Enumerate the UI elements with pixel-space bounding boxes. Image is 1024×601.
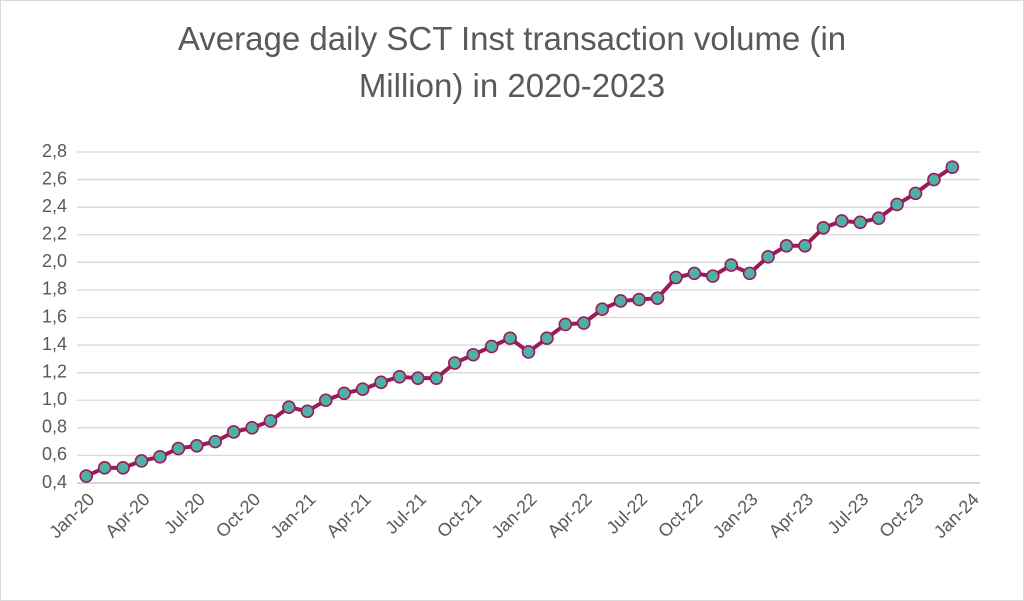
marker [97,461,112,475]
marker [466,347,481,362]
marker [613,294,628,308]
marker [337,386,352,401]
y-tick-label: 2,4 [42,196,67,216]
y-tick-label: 0,8 [42,417,67,437]
marker [116,461,130,475]
chart-title: Average daily SCT Inst transaction volum… [178,20,846,57]
y-tick-label: 0,6 [42,444,67,464]
marker [226,425,241,439]
marker [300,404,315,419]
y-tick-label: 2,8 [42,141,67,161]
marker [282,400,296,414]
marker [853,215,868,230]
marker [705,269,720,283]
marker [650,291,665,305]
marker [908,186,923,201]
marker [503,331,517,345]
marker [724,258,739,272]
y-tick-label: 1,8 [42,279,67,299]
marker [447,356,462,370]
marker [484,339,499,354]
y-tick-label: 0,4 [42,472,67,492]
marker [595,302,610,317]
marker [429,371,444,385]
marker [411,371,425,385]
marker [79,469,94,483]
y-tick-label: 1,0 [42,389,67,409]
marker [871,211,886,225]
marker [798,238,812,253]
y-tick-label: 2,2 [42,224,67,244]
marker [521,345,536,359]
marker [153,449,167,464]
marker [761,250,775,264]
marker [134,454,149,468]
marker [245,421,259,435]
marker [945,160,960,174]
marker [687,266,702,281]
marker [742,266,757,281]
y-tick-label: 2,6 [42,168,67,188]
y-tick-label: 2,0 [42,251,67,271]
y-tick-label: 1,6 [42,306,67,326]
marker [355,382,370,397]
marker [779,238,794,253]
marker [558,317,573,332]
marker [927,172,941,187]
marker [392,370,407,384]
chart-title: Million) in 2020-2023 [359,67,665,104]
marker [189,438,204,453]
marker [318,393,333,408]
marker [208,434,223,449]
marker [576,316,591,330]
marker [374,375,388,390]
marker [834,214,849,228]
y-tick-label: 1,2 [42,361,67,381]
marker [540,331,554,345]
y-tick-label: 1,4 [42,334,67,354]
marker [890,197,904,212]
marker [171,441,186,456]
marker [669,270,683,285]
marker [816,221,831,235]
marker [263,414,278,428]
marker [632,292,646,307]
